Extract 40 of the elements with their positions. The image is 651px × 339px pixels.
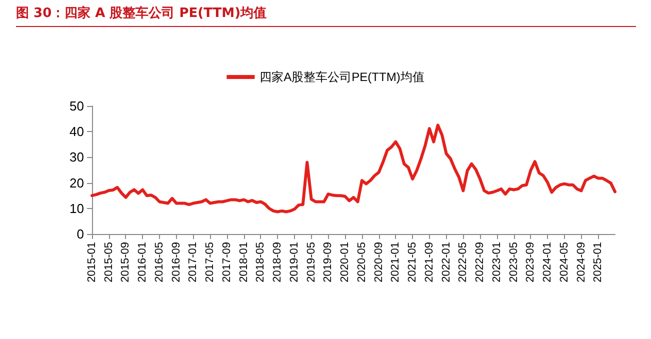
y-tick-label: 20 (70, 175, 84, 190)
x-tick-label: 2018-01 (238, 242, 250, 282)
x-tick-label: 2024-05 (558, 242, 570, 282)
x-tick-label: 2015-09 (120, 242, 132, 282)
x-tick-label: 2023-05 (508, 242, 520, 282)
x-tick-label: 2017-09 (220, 242, 233, 282)
x-tick-label: 2018-05 (254, 242, 267, 282)
chart-title: 图 30：四家 A 股整车公司 PE(TTM)均值 (16, 4, 636, 27)
x-tick-label: 2016-05 (153, 242, 166, 282)
x-tick-label: 2019-09 (322, 242, 334, 282)
x-tick-label: 2022-01 (440, 242, 452, 282)
x-tick-label: 2023-09 (524, 242, 537, 282)
x-tick-label: 2019-01 (288, 242, 300, 282)
x-tick-label: 2015-05 (102, 242, 115, 282)
line-series (90, 124, 616, 214)
y-tick-label: 10 (70, 200, 84, 216)
y-tick-label: 30 (70, 150, 84, 165)
x-tick-label: 2025-01 (592, 242, 604, 282)
x-tick-label: 2024-01 (542, 242, 554, 282)
x-tick-label: 2018-09 (272, 242, 284, 282)
x-tick-label: 2015-01 (86, 242, 98, 282)
x-tick-label: 2016-01 (136, 242, 149, 282)
x-tick-label: 2020-01 (339, 242, 352, 282)
x-tick-label: 2019-05 (305, 242, 318, 282)
x-tick-label: 2021-05 (406, 242, 419, 282)
y-tick-label: 50 (70, 98, 84, 114)
x-tick-label: 2021-09 (423, 242, 436, 282)
x-tick-label: 2023-01 (490, 242, 503, 282)
x-tick-label: 2022-05 (457, 242, 470, 282)
x-tick-label: 2017-05 (204, 242, 216, 282)
x-tick-label: 2016-09 (170, 242, 182, 282)
x-tick-label: 2024-09 (575, 242, 588, 282)
y-tick-label: 0 (76, 226, 84, 242)
x-tick-label: 2021-01 (390, 242, 402, 282)
x-tick-label: 2020-09 (372, 242, 385, 282)
x-tick-label: 2020-05 (356, 242, 368, 282)
y-tick-label: 40 (70, 124, 84, 140)
legend-label: 四家A股整车公司PE(TTM)均值 (260, 70, 424, 84)
x-tick-label: 2017-01 (187, 242, 200, 282)
x-tick-label: 2022-09 (474, 242, 486, 282)
